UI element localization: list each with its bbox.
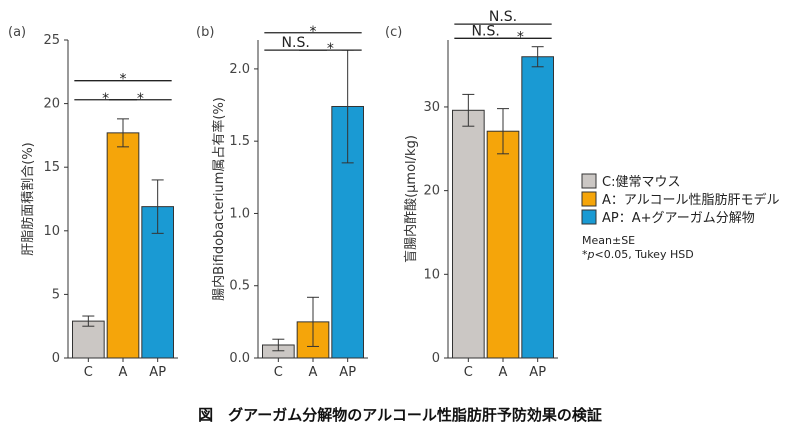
x-tick-label: A [309, 365, 318, 380]
y-tick-label: 0 [432, 351, 440, 366]
y-tick-label: 0 [52, 351, 60, 366]
y-tick-label: 30 [423, 100, 440, 115]
y-tick-label: 2.0 [229, 62, 250, 77]
x-tick-label: C [84, 365, 93, 380]
panel-label: (c) [385, 25, 402, 40]
significance-label: * [137, 91, 144, 107]
x-tick-label: AP [149, 365, 166, 380]
figure-caption: 図 グアーガム分解物のアルコール性脂肪肝予防効果の検証 [198, 406, 602, 424]
y-axis-label: 肝脂肪面積割合(%) [20, 142, 36, 256]
bar-a [486, 130, 520, 359]
legend-note-mean-se: Mean±SE [582, 234, 635, 247]
significance-label: * [310, 24, 317, 40]
significance-label: * [120, 72, 127, 88]
panel-label: (b) [196, 25, 214, 40]
legend-swatch-c [581, 173, 597, 189]
bar-c [452, 109, 485, 359]
y-tick-label: 1.5 [229, 134, 250, 149]
y-axis-label: 盲腸内酢酸(μmol/kg) [403, 135, 419, 263]
bar-a [106, 132, 140, 359]
x-tick-label: AP [339, 365, 356, 380]
legend-label-a: A：アルコール性脂肪肝モデル [602, 192, 780, 208]
significance-label: N.S. [472, 23, 500, 39]
y-tick-label: 20 [43, 97, 60, 112]
panel-label: (a) [8, 25, 26, 40]
bar-c [72, 320, 105, 359]
significance-label: * [517, 29, 524, 45]
y-tick-label: 0.5 [229, 279, 250, 294]
bar-ap [521, 56, 554, 359]
y-tick-label: 10 [423, 267, 440, 282]
x-tick-label: AP [529, 365, 546, 380]
panel-1: (a) 0 5 10 15 20 25 肝脂肪面積割合(%) C A AP * * * [8, 25, 178, 380]
x-tick-label: C [274, 365, 283, 380]
chart-panels: (a) 0 5 10 15 20 25 肝脂肪面積割合(%) C A AP * * * (b) 0.0 0.5 1… [8, 9, 558, 380]
y-tick-label: 0.0 [229, 351, 250, 366]
panel-2: (b) 0.0 0.5 1.0 1.5 2.0 腸内Bifidobacterium属占有率(… [196, 24, 368, 380]
y-tick-label: 25 [43, 33, 60, 48]
significance-label: * [327, 41, 334, 57]
y-tick-label: 10 [43, 224, 60, 239]
y-tick-label: 1.0 [229, 206, 250, 221]
y-tick-label: 20 [423, 184, 440, 199]
y-tick-label: 15 [43, 160, 60, 175]
legend-label-c: C:健常マウス [602, 175, 680, 190]
legend-swatch-ap [581, 209, 597, 225]
legend: C:健常マウス A：アルコール性脂肪肝モデル AP：A+グアーガム分解物 Mea… [581, 173, 780, 261]
significance-label: N.S. [489, 9, 517, 25]
x-tick-label: C [464, 365, 473, 380]
y-tick-label: 5 [52, 287, 60, 302]
legend-label-ap: AP：A+グアーガム分解物 [602, 211, 755, 226]
x-tick-label: A [119, 365, 128, 380]
legend-swatch-a [581, 191, 597, 207]
significance-label: N.S. [282, 35, 310, 51]
x-tick-label: A [499, 365, 508, 380]
y-axis-label: 腸内Bifidobacterium属占有率(%) [211, 97, 227, 301]
significance-label: * [102, 91, 109, 107]
legend-note-significance: *p<0.05, Tukey HSD [582, 248, 694, 261]
